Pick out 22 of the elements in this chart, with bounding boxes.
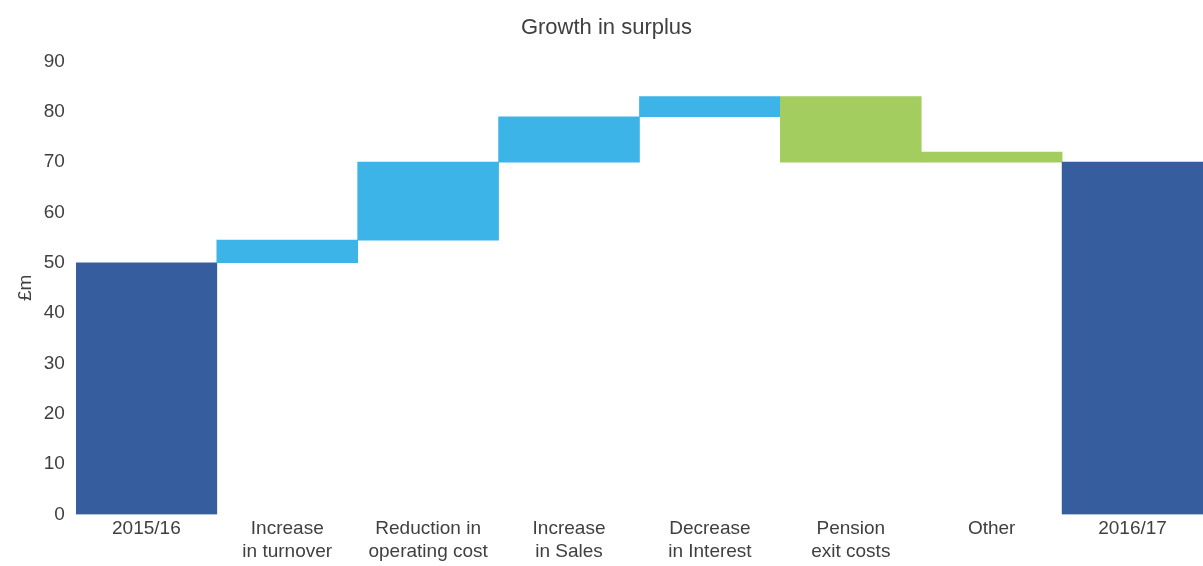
y-tick-label: 80 [43,99,65,121]
chart-title: Growth in surplus [520,14,693,40]
x-tick-label: Pension exit costs [811,517,891,561]
y-tick-label: 50 [43,250,65,272]
y-axis-title: £m [13,274,35,302]
x-tick-label: 2016/17 [1098,517,1167,539]
y-tick-label: 30 [43,351,65,373]
bar [75,262,218,515]
bar [1061,161,1203,515]
x-tick-label: Reduction in operating cost [368,517,489,561]
x-tick-label: Increase in Sales [532,517,606,561]
y-tick-label: 40 [43,301,65,323]
y-tick-label: 10 [43,452,65,474]
y-tick-label: 0 [54,502,65,524]
x-tick-label: Other [967,517,1017,539]
x-tick-label: 2015/16 [112,517,181,539]
x-tick-label: Decrease in Interest [668,517,753,561]
x-tick-label: Increase in turnover [242,517,333,561]
y-tick-label: 60 [43,200,65,222]
y-tick-label: 20 [43,401,65,423]
y-tick-label: 70 [43,150,65,172]
y-tick-label: 90 [43,49,65,71]
